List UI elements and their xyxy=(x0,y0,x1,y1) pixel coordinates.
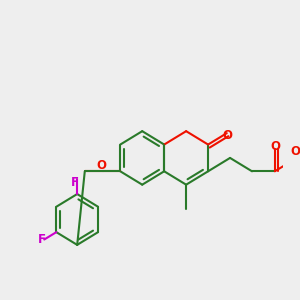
Text: F: F xyxy=(38,233,46,246)
Text: O: O xyxy=(271,140,281,153)
Text: F: F xyxy=(71,176,79,189)
Text: O: O xyxy=(223,129,233,142)
Text: O: O xyxy=(97,159,106,172)
Text: O: O xyxy=(291,146,300,158)
